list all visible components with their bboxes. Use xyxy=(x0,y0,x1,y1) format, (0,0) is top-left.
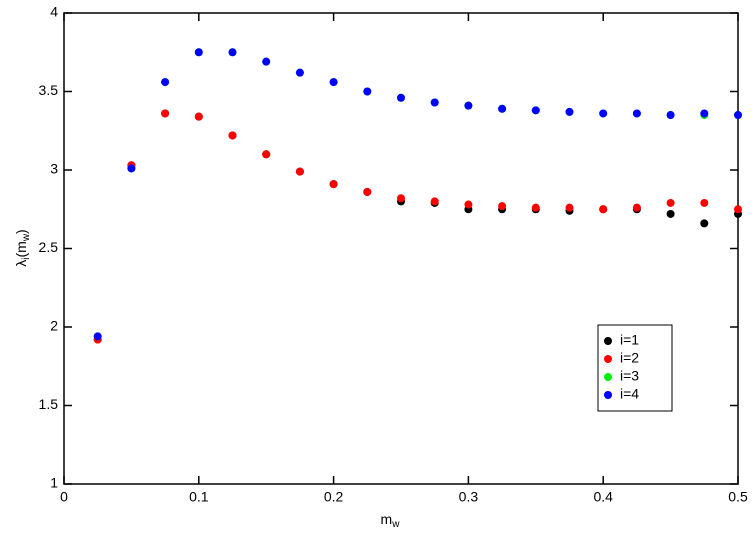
legend-marker xyxy=(604,355,612,363)
data-point xyxy=(632,203,641,212)
data-point xyxy=(194,48,203,57)
data-point xyxy=(599,205,608,214)
data-point xyxy=(565,203,574,212)
y-axis-label-sub: i xyxy=(21,258,32,260)
legend-marker xyxy=(604,373,612,381)
data-point xyxy=(531,203,540,212)
y-axis-label-main: ) xyxy=(13,229,29,234)
y-tick-label: 2.5 xyxy=(39,239,59,255)
data-point xyxy=(430,197,439,206)
data-point xyxy=(228,131,237,140)
y-tick-label: 3.5 xyxy=(39,82,59,98)
data-point xyxy=(430,98,439,107)
legend-label: i=1 xyxy=(620,332,639,348)
y-tick-label: 1 xyxy=(50,475,58,491)
data-point xyxy=(295,68,304,77)
legend-marker xyxy=(604,337,612,345)
x-tick-label: 0 xyxy=(60,489,68,505)
x-tick-label: 0.4 xyxy=(593,489,613,505)
data-point xyxy=(464,101,473,110)
y-tick-label: 3 xyxy=(50,161,58,177)
data-point xyxy=(531,106,540,115)
y-axis-label-main: λ xyxy=(13,260,29,267)
data-point xyxy=(498,202,507,211)
x-axis-label: mw xyxy=(381,511,401,530)
x-tick-label: 0.2 xyxy=(324,489,344,505)
data-point xyxy=(329,180,338,189)
data-point xyxy=(295,167,304,176)
x-tick-label: 0.3 xyxy=(459,489,479,505)
data-point xyxy=(700,198,709,207)
data-point xyxy=(565,107,574,116)
y-tick-label: 1.5 xyxy=(39,396,59,412)
x-tick-label: 0.5 xyxy=(728,489,748,505)
legend-label: i=3 xyxy=(620,368,639,384)
y-axis-label: λi(mw) xyxy=(13,229,32,266)
x-axis-label-main: m xyxy=(381,511,393,527)
data-point xyxy=(397,93,405,102)
y-axis-label-main: (m xyxy=(13,241,29,257)
x-axis-label-sub: w xyxy=(391,519,400,530)
x-tick-label: 0.1 xyxy=(189,489,209,505)
data-point xyxy=(161,78,170,87)
data-point xyxy=(498,104,507,113)
data-point xyxy=(632,109,641,118)
data-point xyxy=(599,109,608,118)
data-point xyxy=(228,48,237,57)
y-axis-label-sub: w xyxy=(21,233,32,242)
data-point xyxy=(666,111,675,120)
data-point xyxy=(161,109,170,118)
data-point xyxy=(194,112,203,121)
data-point xyxy=(262,150,271,159)
data-point xyxy=(734,111,742,120)
data-point xyxy=(397,194,405,203)
legend-marker xyxy=(604,391,612,399)
legend-label: i=4 xyxy=(620,386,639,402)
data-point xyxy=(700,219,709,228)
data-point xyxy=(700,109,709,118)
y-tick-label: 4 xyxy=(50,4,58,20)
data-point xyxy=(329,78,338,87)
data-point xyxy=(666,198,675,207)
data-point xyxy=(666,209,675,218)
data-point xyxy=(464,200,473,209)
data-point xyxy=(734,205,742,214)
data-point xyxy=(127,164,136,173)
data-point xyxy=(363,187,372,196)
y-tick-label: 2 xyxy=(50,318,58,334)
legend-label: i=2 xyxy=(620,350,639,366)
data-point xyxy=(262,57,271,66)
data-point xyxy=(363,87,372,96)
data-point xyxy=(93,332,102,341)
